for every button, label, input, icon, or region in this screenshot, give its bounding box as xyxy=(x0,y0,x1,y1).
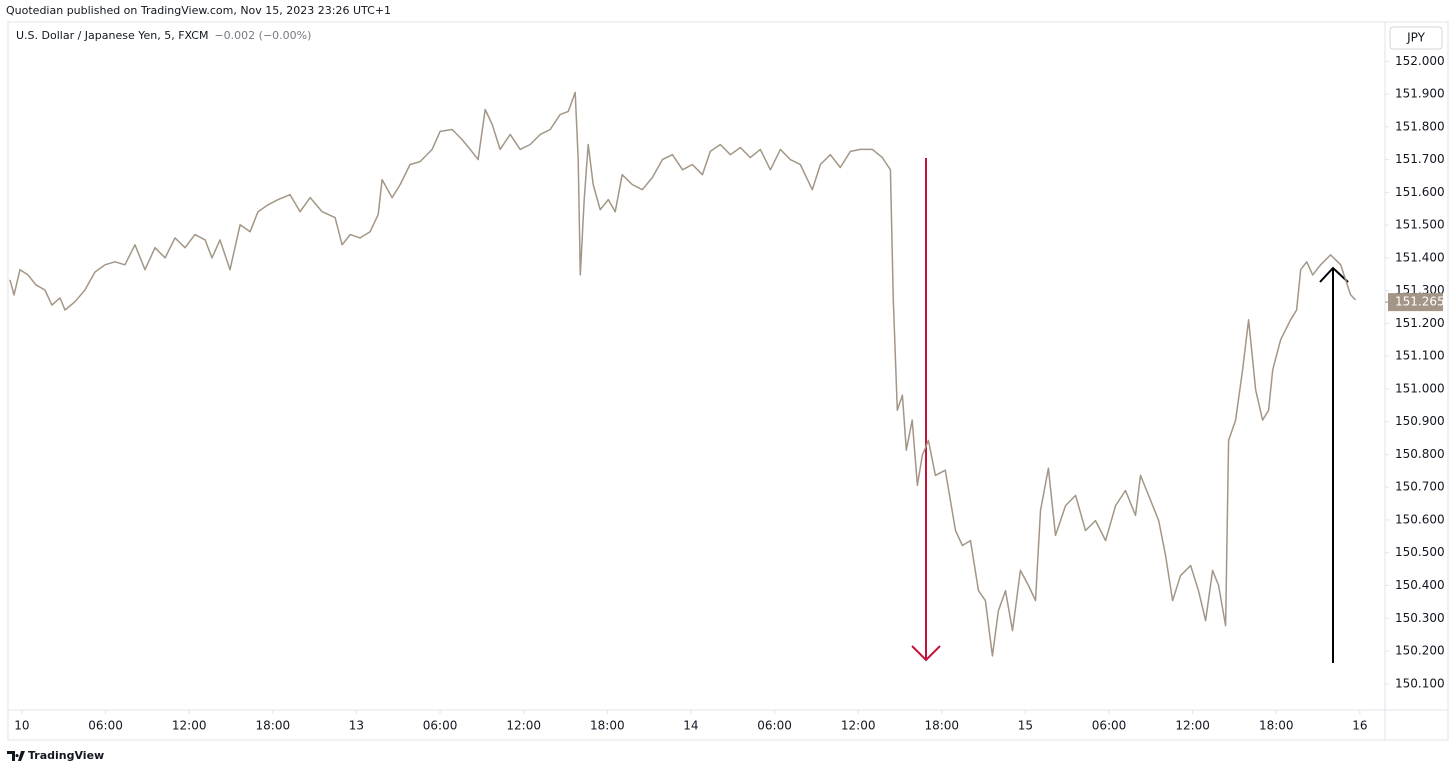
chart-frame xyxy=(7,21,1449,741)
y-tick-label: 151.100 xyxy=(1395,349,1445,363)
y-tick-label: 151.900 xyxy=(1395,87,1445,101)
y-tick-label: 151.700 xyxy=(1395,152,1445,166)
x-tick-label: 12:00 xyxy=(841,719,876,733)
legend-change: −0.002 (−0.00%) xyxy=(214,29,311,42)
currency-box[interactable] xyxy=(1389,26,1443,50)
x-tick-label: 06:00 xyxy=(423,719,458,733)
x-tick-label: 13 xyxy=(349,719,364,733)
y-tick-label: 152.000 xyxy=(1395,54,1445,68)
price-line xyxy=(9,91,1357,657)
x-tick-label: 15 xyxy=(1018,719,1033,733)
last-price-label: 151.265 xyxy=(1395,295,1445,309)
x-tick-label: 06:00 xyxy=(88,719,123,733)
y-tick-label: 151.600 xyxy=(1395,185,1445,199)
x-tick-label: 18:00 xyxy=(590,719,625,733)
tradingview-logo xyxy=(7,751,25,761)
y-tick-label: 150.800 xyxy=(1395,447,1445,461)
last-price-box xyxy=(1388,293,1443,312)
up-arrow xyxy=(1319,266,1349,663)
y-tick-label: 151.500 xyxy=(1395,218,1445,232)
y-tick-label: 150.100 xyxy=(1395,676,1445,690)
currency[interactable]: JPY xyxy=(1406,31,1426,45)
y-tick-label: 151.200 xyxy=(1395,316,1445,330)
y-tick-label: 151.400 xyxy=(1395,250,1445,264)
y-tick-label: 150.600 xyxy=(1395,512,1445,526)
y-tick-label: 151.000 xyxy=(1395,381,1445,395)
x-tick-label: 12:00 xyxy=(1175,719,1210,733)
y-tick-label: 150.500 xyxy=(1395,545,1445,559)
footer: TradingView xyxy=(28,749,104,762)
x-tick-label: 18:00 xyxy=(256,719,291,733)
legend-symbol: U.S. Dollar / Japanese Yen, 5, FXCM xyxy=(16,29,208,42)
down-arrow xyxy=(911,158,941,662)
header: Quotedian published on TradingView.com, … xyxy=(6,4,391,17)
y-tick-label: 150.300 xyxy=(1395,611,1445,625)
x-tick-label: 18:00 xyxy=(1259,719,1294,733)
x-tick-label: 18:00 xyxy=(924,719,959,733)
y-tick-label: 150.700 xyxy=(1395,480,1445,494)
y-tick-label: 150.900 xyxy=(1395,414,1445,428)
x-tick-label: 12:00 xyxy=(172,719,207,733)
x-tick-label: 14 xyxy=(683,719,698,733)
y-tick-label: 151.800 xyxy=(1395,119,1445,133)
x-tick-label: 12:00 xyxy=(506,719,541,733)
x-tick-label: 10 xyxy=(14,719,29,733)
x-tick-label: 16 xyxy=(1352,719,1367,733)
x-tick-label: 06:00 xyxy=(757,719,792,733)
x-tick-label: 06:00 xyxy=(1092,719,1127,733)
y-tick-label: 150.200 xyxy=(1395,644,1445,658)
y-tick-label: 150.400 xyxy=(1395,578,1445,592)
